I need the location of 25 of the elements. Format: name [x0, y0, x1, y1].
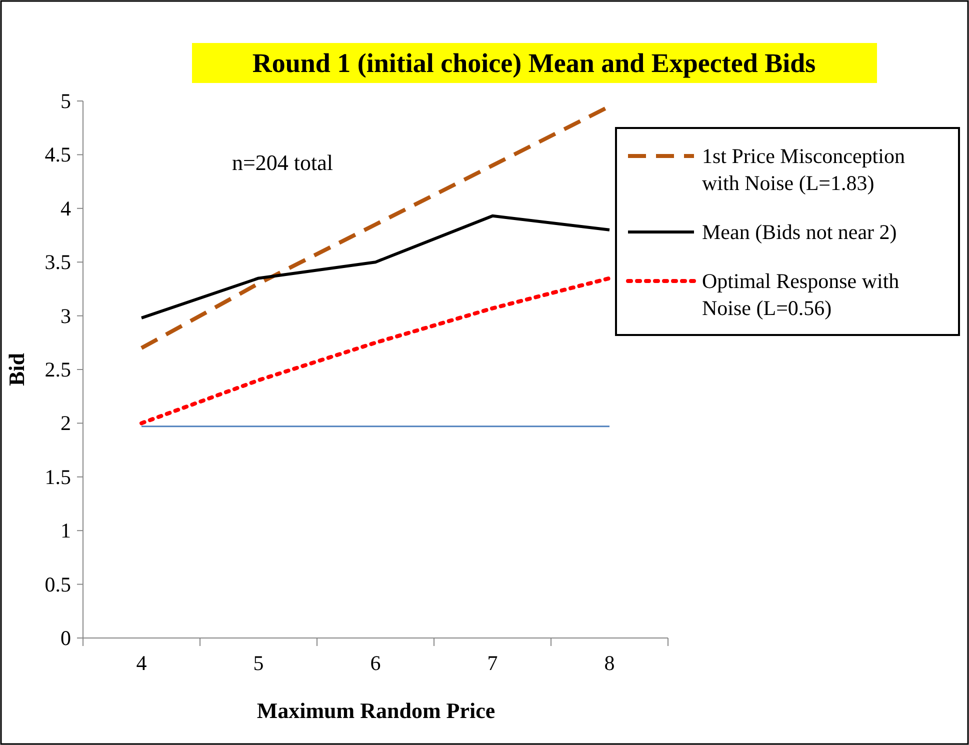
line-series	[140, 214, 611, 320]
x-tick-label: 7	[487, 651, 498, 675]
legend-label: Optimal Response with Noise (L=0.56)	[702, 269, 900, 320]
x-tick-label: 5	[253, 651, 264, 675]
y-tick-label: 0.5	[44, 572, 71, 596]
y-axis-title: Bid	[4, 352, 29, 386]
y-tick-label: 4	[60, 196, 72, 220]
y-tick-label: 2	[60, 411, 71, 436]
y-tick-label: 5	[60, 89, 71, 113]
legend-label: Mean (Bids not near 2)	[702, 220, 897, 244]
x-tick-label: 8	[604, 651, 615, 675]
y-tick-label: 3.5	[44, 250, 71, 274]
y-tick-label: 4.5	[44, 142, 71, 167]
y-tick-label: 2.5	[44, 358, 71, 382]
y-tick-label: 1	[60, 518, 71, 543]
line-series	[140, 276, 612, 426]
x-axis-title: Maximum Random Price	[256, 698, 496, 723]
annotation: n=204 total	[232, 150, 334, 175]
y-tick-label: 3	[60, 304, 71, 328]
y-tick-label: 0	[60, 626, 71, 650]
x-tick-label: 6	[370, 651, 381, 675]
y-tick-label: 1.5	[44, 464, 71, 489]
x-tick-label: 4	[136, 651, 148, 675]
chart-title: Round 1 (initial choice) Mean and Expected Bids	[252, 48, 816, 78]
legend-label: 1st Price Misconception with Noise (L=1.83)	[702, 144, 906, 195]
